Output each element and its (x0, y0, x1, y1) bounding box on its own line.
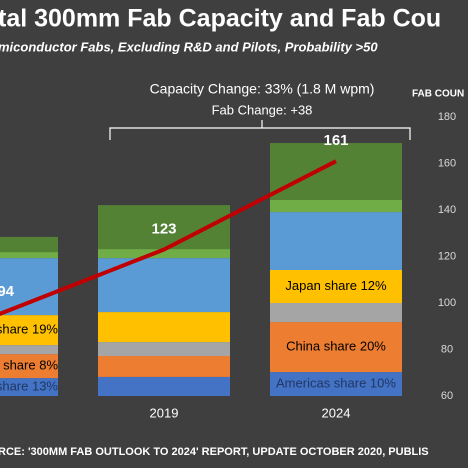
bar-segment (270, 143, 402, 201)
bar-segment (0, 354, 58, 379)
segment-label: share 19% (0, 322, 58, 337)
bar-segment (0, 315, 58, 346)
segment-label: share 8% (3, 358, 58, 373)
bar-segment (270, 372, 402, 396)
bar-segment (0, 258, 58, 316)
x-tick-label: 2024 (322, 405, 351, 420)
annotation: Capacity Change: 33% (1.8 M wpm) (150, 81, 375, 97)
segment-label: share 13% (0, 378, 58, 393)
segment-label: China share 20% (286, 338, 386, 353)
fab-count-line (0, 159, 337, 316)
line-value-label: 161 (323, 132, 348, 149)
bar-segment (98, 342, 230, 357)
bar-segment (0, 236, 58, 253)
bar-segment (98, 356, 230, 377)
annotation: Fab Change: +38 (212, 102, 313, 117)
y-tick-label: 60 (441, 390, 453, 402)
y-tick-label: 120 (438, 250, 456, 262)
bar-segment (270, 212, 402, 270)
line-value-label: 123 (151, 220, 176, 237)
y-tick-label: 100 (438, 297, 456, 309)
axis-title: FAB COUN (412, 89, 464, 100)
segment-label: Japan share 12% (285, 278, 387, 293)
y-tick-label: 140 (438, 204, 456, 216)
bar-segment (270, 303, 402, 323)
segment-label: Americas share 10% (276, 375, 396, 390)
bar-segment (270, 322, 402, 373)
y-tick-label: 160 (438, 157, 456, 169)
y-tick-label: 80 (441, 343, 453, 355)
bar-segment (0, 252, 58, 259)
chart-title: tal 300mm Fab Capacity and Fab Cou (0, 5, 441, 33)
bar-segment (98, 312, 230, 343)
bar-segment (270, 200, 402, 213)
y-tick-label: 180 (438, 111, 456, 123)
x-tick-label: 2019 (150, 405, 179, 420)
source: RCE: '300MM FAB OUTLOOK TO 2024' REPORT,… (0, 446, 429, 458)
chart-subtitle: miconductor Fabs, Excluding R&D and Pilo… (0, 39, 378, 54)
bar-segment (0, 378, 58, 396)
bar-segment (270, 269, 402, 303)
bar-segment (0, 345, 58, 355)
bracket (109, 120, 411, 140)
line-value-label: 94 (0, 283, 15, 300)
bar-segment (98, 249, 230, 259)
bar-segment (98, 376, 230, 396)
